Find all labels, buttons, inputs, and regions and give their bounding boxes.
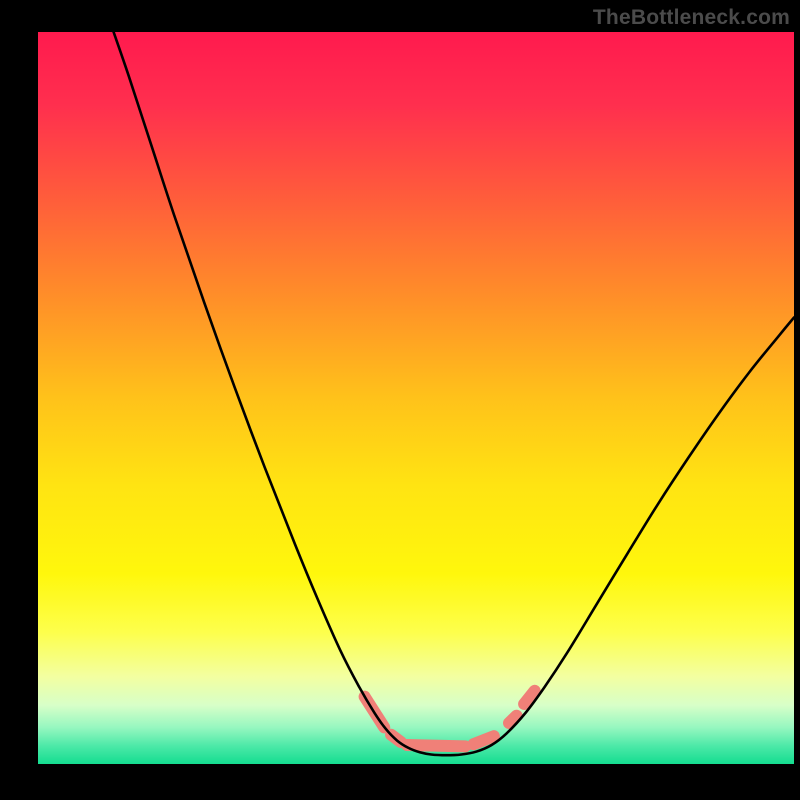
marker-band-segment: [407, 745, 465, 746]
plot-area: [38, 32, 794, 764]
watermark-text: TheBottleneck.com: [593, 6, 790, 30]
marker-band-segment: [473, 736, 493, 744]
frame-left: [0, 0, 38, 800]
chart-svg: [38, 32, 794, 764]
frame-right: [794, 0, 800, 800]
frame-bottom: [0, 764, 800, 800]
marker-band-segment: [509, 716, 517, 723]
chart-stage: TheBottleneck.com: [0, 0, 800, 800]
main-curve: [114, 32, 794, 755]
marker-band-group: [365, 691, 535, 747]
